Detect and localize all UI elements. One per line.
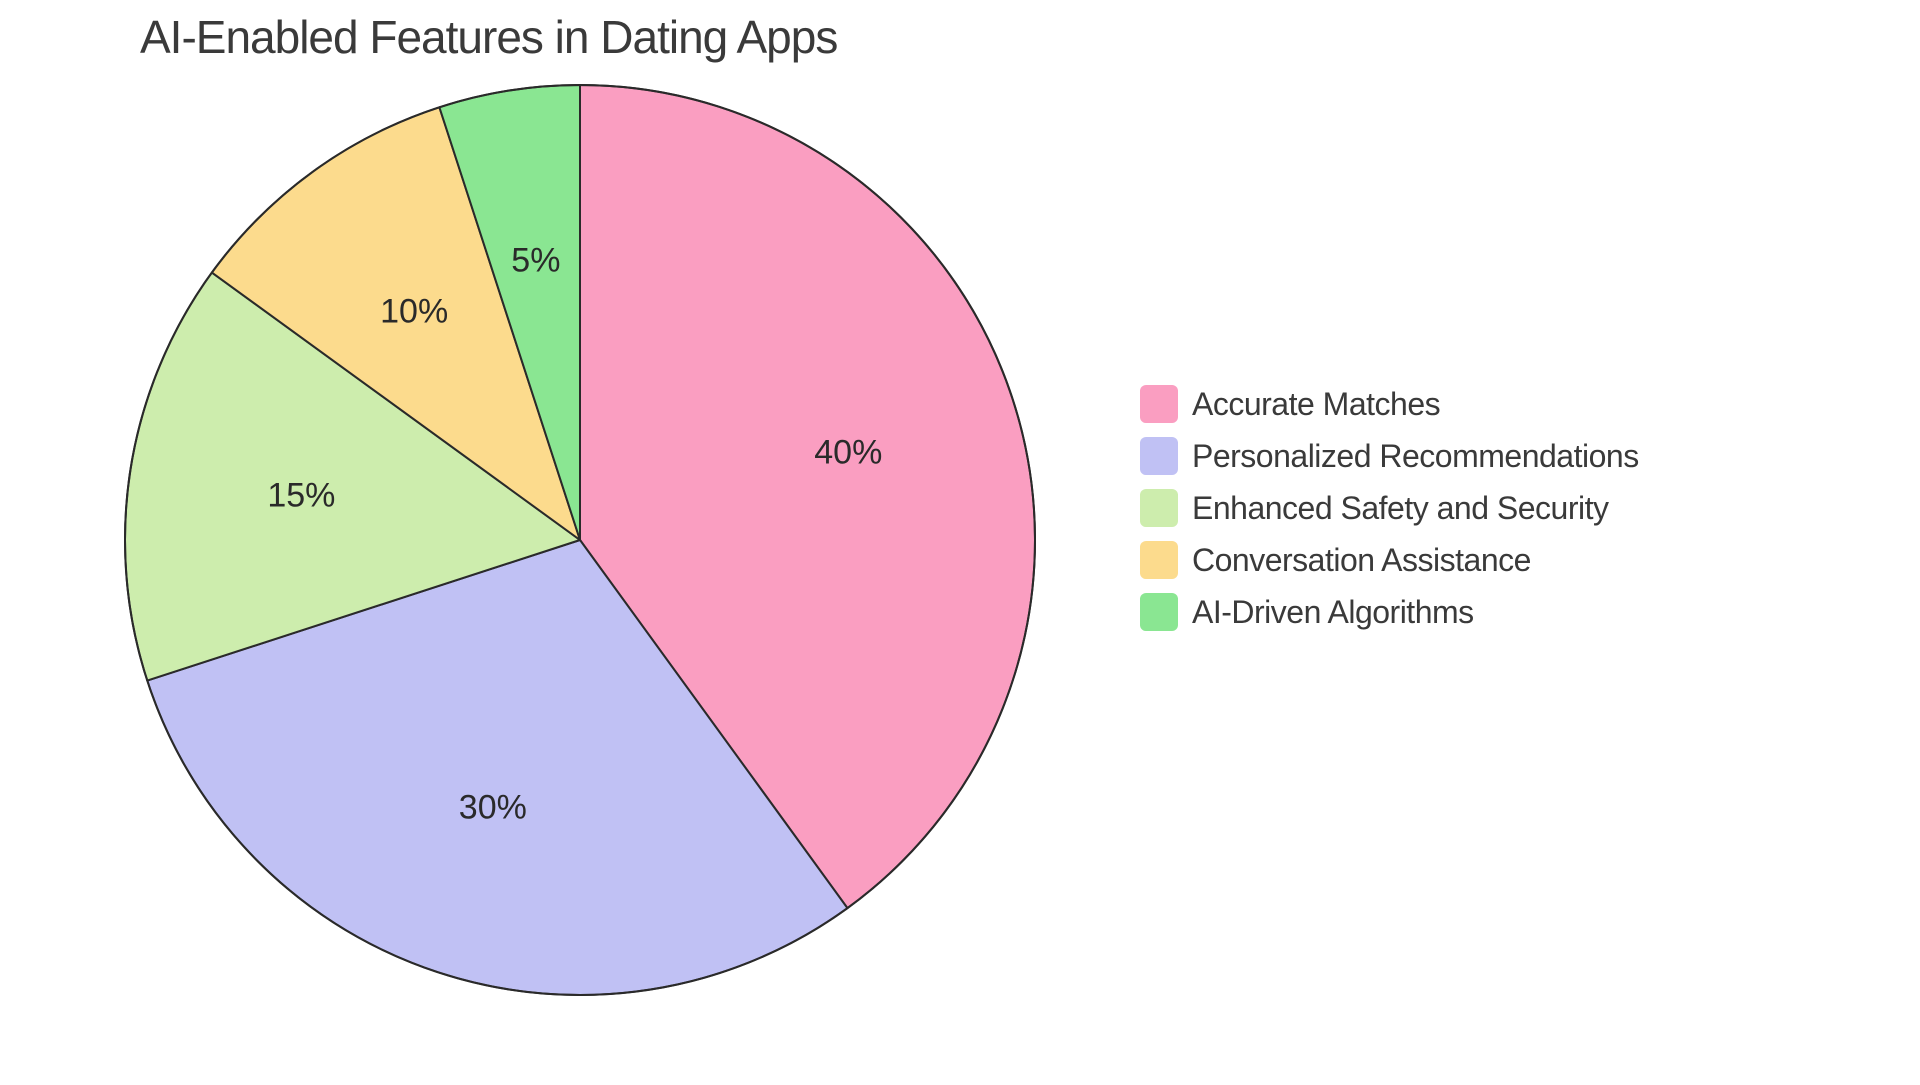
legend-item: Enhanced Safety and Security bbox=[1140, 489, 1639, 527]
legend-swatch bbox=[1140, 593, 1178, 631]
legend-swatch bbox=[1140, 437, 1178, 475]
chart-container: AI-Enabled Features in Dating Apps 40%30… bbox=[0, 0, 1920, 1080]
legend-label: AI-Driven Algorithms bbox=[1192, 594, 1474, 631]
legend-item: Personalized Recommendations bbox=[1140, 437, 1639, 475]
legend: Accurate Matches Personalized Recommendat… bbox=[1140, 385, 1639, 645]
legend-label: Enhanced Safety and Security bbox=[1192, 490, 1609, 527]
legend-label: Conversation Assistance bbox=[1192, 542, 1531, 579]
legend-swatch bbox=[1140, 541, 1178, 579]
legend-label: Personalized Recommendations bbox=[1192, 438, 1639, 475]
slice-label: 40% bbox=[814, 433, 882, 472]
legend-item: AI-Driven Algorithms bbox=[1140, 593, 1639, 631]
legend-swatch bbox=[1140, 385, 1178, 423]
slice-label: 30% bbox=[459, 789, 527, 828]
legend-item: Conversation Assistance bbox=[1140, 541, 1639, 579]
legend-swatch bbox=[1140, 489, 1178, 527]
legend-item: Accurate Matches bbox=[1140, 385, 1639, 423]
slice-label: 5% bbox=[511, 242, 560, 281]
slice-label: 15% bbox=[267, 476, 335, 515]
slice-label: 10% bbox=[380, 292, 448, 331]
legend-label: Accurate Matches bbox=[1192, 386, 1440, 423]
